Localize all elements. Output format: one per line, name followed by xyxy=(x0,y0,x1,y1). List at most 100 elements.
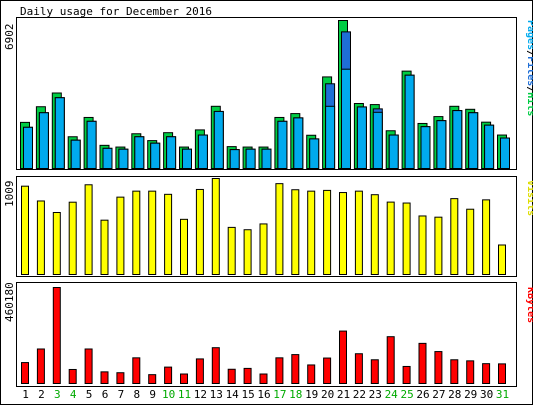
ylabel-sep-2: / xyxy=(525,86,533,92)
visits-bar-day-27 xyxy=(434,216,443,275)
day-label-29: 29 xyxy=(464,388,477,401)
visits-panel-frame xyxy=(16,176,517,277)
pages-bar-day-30 xyxy=(484,124,495,169)
pages-bar-day-18 xyxy=(293,117,304,169)
day-label-13: 13 xyxy=(210,388,223,401)
day-label-22: 22 xyxy=(353,388,366,401)
pages-bar-day-29 xyxy=(468,112,479,169)
day-label-3: 3 xyxy=(54,388,61,401)
visits-bar-day-31 xyxy=(498,244,506,275)
day-label-14: 14 xyxy=(226,388,240,401)
day-label-1: 1 xyxy=(22,388,29,401)
kbytes-bar-day-29 xyxy=(466,360,475,385)
visits-bar-day-18 xyxy=(291,189,300,276)
pages-bar-day-1 xyxy=(23,126,33,169)
day-label-24: 24 xyxy=(385,388,399,401)
visits-bar-day-22 xyxy=(354,190,363,275)
day-label-9: 9 xyxy=(149,388,156,401)
kbytes-bar-day-5 xyxy=(84,348,93,385)
kbytes-bar-day-24 xyxy=(386,336,395,385)
visits-bar-day-4 xyxy=(68,201,77,275)
hits-panel-frame xyxy=(16,17,517,170)
visits-bar-day-6 xyxy=(100,219,109,276)
visits-bar-day-5 xyxy=(84,184,93,275)
day-label-2: 2 xyxy=(38,388,45,401)
pages-bar-day-17 xyxy=(277,120,288,169)
kbytes-bar-day-20 xyxy=(323,357,332,385)
day-label-23: 23 xyxy=(369,388,382,401)
pages-bar-day-8 xyxy=(134,136,145,169)
pages-bar-day-6 xyxy=(102,147,113,169)
kbytes-bar-day-21 xyxy=(339,330,347,384)
visits-bar-day-11 xyxy=(180,218,188,276)
kbytes-ymax-label: 460180 xyxy=(3,282,16,322)
kbytes-bar-day-30 xyxy=(482,363,491,384)
pages-bar-day-3 xyxy=(54,97,65,169)
pages-bar-day-15 xyxy=(245,148,256,169)
kbytes-bar-day-26 xyxy=(418,342,427,384)
pages-bar-day-16 xyxy=(261,148,272,169)
visits-bar-day-8 xyxy=(132,190,141,275)
visits-bar-day-26 xyxy=(418,215,427,275)
day-label-5: 5 xyxy=(86,388,93,401)
pages-bar-day-19 xyxy=(309,138,320,169)
day-label-12: 12 xyxy=(194,388,207,401)
visits-bar-day-3 xyxy=(52,211,61,275)
day-label-28: 28 xyxy=(448,388,461,401)
visits-panel-ylabel: Visits xyxy=(525,180,533,216)
hits-ymax-label: 6902 xyxy=(3,24,16,51)
day-label-17: 17 xyxy=(273,388,286,401)
kbytes-bar-day-13 xyxy=(211,347,220,384)
pages-bar-day-21 xyxy=(341,68,351,169)
pages-bar-day-10 xyxy=(166,136,177,169)
kbytes-bar-day-17 xyxy=(275,357,284,385)
visits-ymax-label: 1009 xyxy=(3,181,16,208)
pages-bar-day-2 xyxy=(38,112,49,169)
ylabel-files: Files xyxy=(525,56,533,86)
visits-bar-day-21 xyxy=(339,192,347,275)
visits-bar-day-28 xyxy=(450,198,459,275)
kbytes-bar-day-18 xyxy=(291,354,300,384)
pages-bar-day-13 xyxy=(213,110,224,170)
visits-bar-day-12 xyxy=(195,188,204,276)
day-label-8: 8 xyxy=(133,388,140,401)
kbytes-panel-ylabel: KBytes xyxy=(525,287,533,323)
ylabel-hits: Hits xyxy=(525,92,533,116)
visits-bar-day-25 xyxy=(402,202,411,276)
kbytes-bar-day-15 xyxy=(243,367,252,384)
pages-bar-day-12 xyxy=(197,134,208,169)
kbytes-bar-day-8 xyxy=(132,357,141,385)
visits-bar-day-24 xyxy=(386,201,395,275)
day-label-21: 21 xyxy=(337,388,350,401)
ylabel-pages: Pages xyxy=(525,20,533,50)
pages-bar-day-26 xyxy=(420,126,431,169)
pages-bar-day-23 xyxy=(372,111,383,170)
day-label-30: 30 xyxy=(480,388,493,401)
kbytes-bar-day-1 xyxy=(21,362,29,384)
day-label-16: 16 xyxy=(257,388,270,401)
kbytes-bar-day-27 xyxy=(434,351,443,384)
day-label-26: 26 xyxy=(416,388,429,401)
pages-bar-day-5 xyxy=(86,120,97,169)
kbytes-bar-day-4 xyxy=(68,368,77,385)
kbytes-bar-day-25 xyxy=(402,365,411,385)
visits-bar-day-14 xyxy=(227,226,236,275)
day-label-11: 11 xyxy=(178,388,191,401)
kbytes-bar-day-7 xyxy=(116,372,125,384)
visits-bar-day-16 xyxy=(259,223,268,276)
kbytes-bar-day-9 xyxy=(148,374,157,385)
pages-bar-day-24 xyxy=(388,134,399,169)
visits-bar-day-13 xyxy=(211,178,220,275)
kbytes-panel-frame xyxy=(16,282,517,387)
pages-bar-day-11 xyxy=(182,148,192,169)
kbytes-bar-day-2 xyxy=(36,348,45,385)
day-label-4: 4 xyxy=(70,388,77,401)
kbytes-bar-day-11 xyxy=(180,373,188,385)
day-label-18: 18 xyxy=(289,388,302,401)
day-label-19: 19 xyxy=(305,388,318,401)
hits-panel-ylabel: Pages/Files/Hits xyxy=(525,20,533,116)
kbytes-bar-day-12 xyxy=(195,358,204,384)
pages-bar-day-27 xyxy=(436,120,447,169)
kbytes-bar-day-16 xyxy=(259,373,268,385)
